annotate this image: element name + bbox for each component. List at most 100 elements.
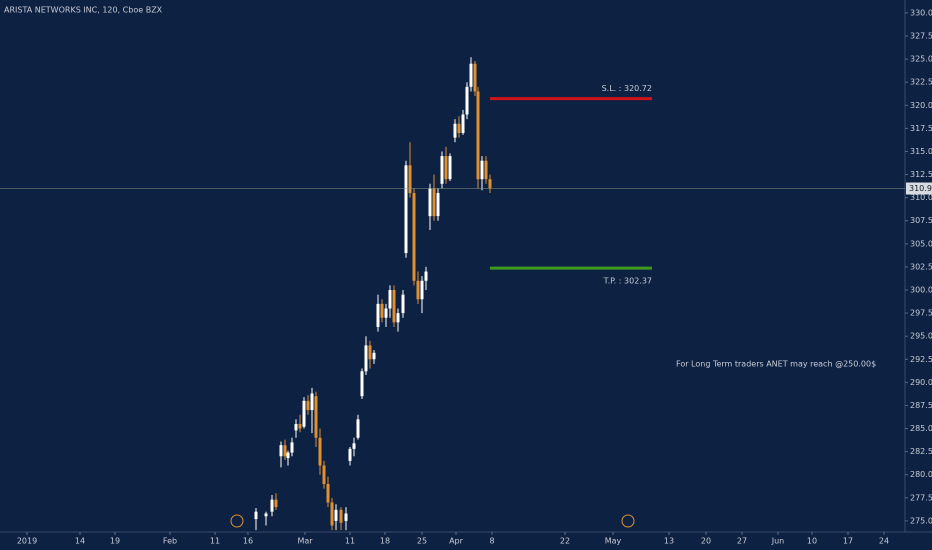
x-tick-label: 20 xyxy=(701,537,711,546)
candle-body xyxy=(401,294,405,314)
candle-body xyxy=(339,509,343,523)
x-tick-label: May xyxy=(605,537,622,546)
x-tick-label: 17 xyxy=(843,537,853,546)
x-tick-label: 27 xyxy=(737,537,747,546)
y-tick-label: 277.50 xyxy=(910,493,932,502)
y-tick-label: 305.00 xyxy=(910,239,932,248)
candle-body xyxy=(290,442,294,453)
x-tick-label: 8 xyxy=(489,537,494,546)
candle-body xyxy=(484,160,488,180)
candle-body xyxy=(344,513,348,521)
y-tick-label: 327.50 xyxy=(910,32,932,41)
candle-body xyxy=(376,303,380,327)
candle-body xyxy=(453,123,457,138)
candle-body xyxy=(436,193,440,217)
candle-body xyxy=(279,445,283,457)
candle-body xyxy=(302,400,306,427)
chart-title: ARISTA NETWORKS INC, 120, Cboe BZX xyxy=(4,6,163,15)
candle-body xyxy=(428,188,432,217)
candle-body xyxy=(412,193,416,281)
x-tick-label: 14 xyxy=(75,537,85,546)
x-tick-label: 11 xyxy=(210,537,220,546)
candle-body xyxy=(488,179,492,189)
candle-body xyxy=(264,513,268,517)
candle-body xyxy=(310,393,314,411)
y-tick-label: 322.50 xyxy=(910,78,932,87)
candle-body xyxy=(469,63,473,87)
candle-body xyxy=(348,448,352,461)
x-tick-label: 18 xyxy=(380,537,390,546)
candle-body xyxy=(326,483,330,503)
candle-body xyxy=(416,280,420,300)
earnings-icon[interactable] xyxy=(621,514,635,528)
candle-body xyxy=(424,271,428,281)
x-tick-label: 19 xyxy=(110,537,120,546)
x-tick-label: 22 xyxy=(560,537,570,546)
y-tick-label: 310.00 xyxy=(910,193,932,202)
y-tick-label: 282.50 xyxy=(910,447,932,456)
candle-body xyxy=(465,86,469,115)
y-tick-label: 302.50 xyxy=(910,262,932,271)
candle-body xyxy=(476,91,480,180)
candle-body xyxy=(457,123,461,133)
candle-body xyxy=(432,188,436,217)
x-tick-label: Feb xyxy=(163,537,177,546)
candle-body xyxy=(473,63,477,92)
level-label: S.L. : 320.72 xyxy=(602,84,652,93)
x-tick-label: 16 xyxy=(243,537,253,546)
y-tick-label: 330.00 xyxy=(910,8,932,17)
candle-body xyxy=(352,443,356,449)
earnings-icons xyxy=(230,514,635,528)
x-tick-label: 25 xyxy=(417,537,427,546)
candle-body xyxy=(356,419,360,438)
candle-body xyxy=(372,352,376,360)
candle-body xyxy=(274,499,278,508)
y-tick-label: 320.00 xyxy=(910,101,932,110)
y-tick-label: 315.00 xyxy=(910,147,932,156)
candle-body xyxy=(388,290,392,309)
candle-body xyxy=(283,445,287,457)
candle-body xyxy=(322,465,326,484)
candle-body xyxy=(396,313,400,323)
candle-body xyxy=(384,308,388,318)
y-tick-label: 325.00 xyxy=(910,55,932,64)
candle-body xyxy=(294,423,298,431)
candle-body xyxy=(408,165,412,194)
earnings-icon[interactable] xyxy=(230,514,244,528)
x-tick-label: 13 xyxy=(664,537,674,546)
x-tick-label: 24 xyxy=(879,537,889,546)
annotation: For Long Term traders ANET may reach @25… xyxy=(676,360,876,369)
candle-body xyxy=(334,509,338,521)
candle-body xyxy=(318,437,322,466)
y-tick-label: 300.00 xyxy=(910,286,932,295)
candle-body xyxy=(420,280,424,300)
candle-body xyxy=(360,371,364,397)
y-tick-label: 280.00 xyxy=(910,470,932,479)
candle-body xyxy=(364,345,368,372)
candle-body xyxy=(314,396,318,438)
candle-body xyxy=(368,345,372,360)
y-tick-label: 285.00 xyxy=(910,424,932,433)
candle-body xyxy=(392,290,396,323)
y-tick-label: 307.50 xyxy=(910,216,932,225)
x-tick-label: 11 xyxy=(345,537,355,546)
y-tick-label: 275.00 xyxy=(910,516,932,525)
last-price-box xyxy=(906,182,932,195)
candle-body xyxy=(286,452,290,459)
candle-body xyxy=(306,400,310,411)
candle-body xyxy=(270,499,274,512)
level-label: T.P. : 302.37 xyxy=(603,277,652,286)
y-tick-label: 317.50 xyxy=(910,124,932,133)
x-tick-label: Jun xyxy=(771,537,785,546)
candle-body xyxy=(254,511,258,520)
x-tick-label: 2019 xyxy=(17,537,37,546)
x-tick-label: 10 xyxy=(807,537,817,546)
candle-body xyxy=(380,303,384,318)
candle-body xyxy=(480,160,484,180)
candle-body xyxy=(440,156,444,184)
candle-body xyxy=(448,156,452,180)
y-tick-label: 312.50 xyxy=(910,170,932,179)
y-tick-label: 292.50 xyxy=(910,355,932,364)
